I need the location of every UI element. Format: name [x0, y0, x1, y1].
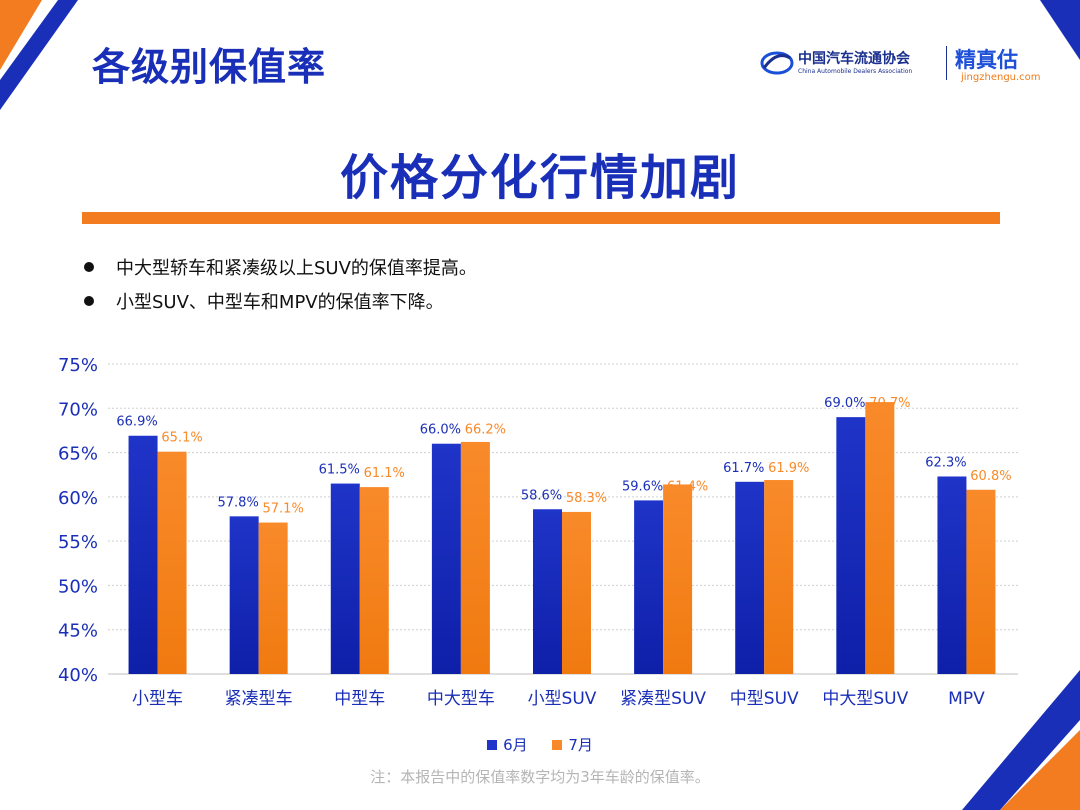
- x-tick-label: 中型车: [334, 689, 385, 709]
- x-tick-label: 中大型SUV: [822, 689, 908, 709]
- bar-june: [735, 481, 765, 674]
- corner-stripe-top-right: [1040, 0, 1080, 60]
- logo-divider: [946, 46, 947, 80]
- cada-name-cn: 中国汽车流通协会: [798, 51, 910, 67]
- corner-stripe-top-left: [0, 0, 78, 110]
- data-label-june: 62.3%: [925, 455, 966, 470]
- bar-july: [359, 487, 389, 674]
- bullet-list: 中大型轿车和紧凑级以上SUV的保值率提高。 小型SUV、中型车和MPV的保值率下…: [84, 252, 477, 320]
- x-tick-label: 紧凑型车: [225, 689, 293, 709]
- headline-underline: [82, 212, 1000, 224]
- jzg-domain: jingzhengu.com: [961, 72, 1041, 83]
- y-tick-label: 40%: [58, 665, 98, 686]
- data-label-july: 61.1%: [364, 466, 405, 481]
- data-label-july: 70.7%: [869, 396, 910, 411]
- x-tick-label: 小型SUV: [528, 689, 597, 709]
- y-tick-label: 60%: [58, 488, 98, 509]
- bullet-item: 中大型轿车和紧凑级以上SUV的保值率提高。: [84, 252, 477, 286]
- cada-emblem-icon: [760, 51, 794, 75]
- x-tick-label: 中型SUV: [730, 689, 799, 709]
- data-label-june: 61.5%: [319, 463, 360, 478]
- bar-june: [634, 500, 664, 674]
- legend-label-june: 6月: [503, 736, 528, 754]
- bar-july: [865, 402, 895, 674]
- legend-label-july: 7月: [568, 736, 593, 754]
- data-label-june: 66.0%: [420, 423, 461, 438]
- page-title: 各级别保值率: [92, 45, 327, 89]
- data-label-july: 60.8%: [970, 469, 1011, 484]
- legend-swatch-june: [487, 739, 498, 750]
- data-label-july: 61.9%: [768, 461, 809, 476]
- bar-june: [229, 516, 259, 674]
- bar-july: [157, 451, 187, 674]
- y-tick-label: 70%: [58, 399, 98, 420]
- bar-june: [533, 509, 562, 674]
- jzg-name-cn: 精真估: [955, 48, 1018, 72]
- x-tick-label: 中大型车: [427, 689, 495, 709]
- bar-june: [128, 435, 158, 674]
- bullet-dot-icon: [84, 262, 94, 272]
- y-tick-label: 50%: [58, 576, 98, 597]
- legend-swatch-july: [552, 739, 563, 750]
- bar-july: [258, 522, 288, 674]
- bar-july: [663, 484, 693, 674]
- y-tick-label: 65%: [58, 444, 98, 465]
- bar-july: [562, 511, 591, 674]
- bar-july: [764, 480, 794, 674]
- bar-june: [431, 443, 461, 674]
- data-label-july: 66.2%: [465, 423, 506, 438]
- bullet-item: 小型SUV、中型车和MPV的保值率下降。: [84, 286, 477, 320]
- data-label-june: 57.8%: [218, 495, 259, 510]
- headline: 价格分化行情加剧: [339, 150, 740, 206]
- data-label-july: 57.1%: [263, 502, 304, 517]
- bar-june: [330, 483, 360, 674]
- legend-item-july: 7月: [552, 734, 593, 755]
- bar-july: [966, 489, 996, 674]
- x-tick-label: 小型车: [132, 689, 183, 709]
- y-tick-label: 75%: [58, 355, 98, 376]
- data-label-june: 58.6%: [521, 488, 562, 503]
- data-label-june: 59.6%: [622, 479, 663, 494]
- jzg-logo: 精真估 jingzhengu.com: [955, 44, 1041, 83]
- bullet-text: 小型SUV、中型车和MPV的保值率下降。: [116, 292, 444, 313]
- y-tick-label: 45%: [58, 621, 98, 642]
- cada-logo: 中国汽车流通协会 China Automobile Dealers Associ…: [760, 46, 925, 82]
- footnote: 注：本报告中的保值率数字均为3年车龄的保值率。: [370, 768, 710, 786]
- bullet-text: 中大型轿车和紧凑级以上SUV的保值率提高。: [116, 258, 477, 279]
- x-tick-label: MPV: [948, 689, 985, 709]
- bar-june: [836, 417, 866, 674]
- data-label-july: 65.1%: [161, 431, 202, 446]
- data-label-june: 69.0%: [824, 396, 865, 411]
- bar-july: [460, 441, 490, 674]
- x-tick-label: 紧凑型SUV: [620, 689, 706, 709]
- corner-stripe-bottom-right: [962, 670, 1080, 810]
- data-label-july: 61.4%: [667, 479, 708, 494]
- bar-june: [937, 476, 967, 674]
- data-label-july: 58.3%: [566, 491, 607, 506]
- y-tick-label: 55%: [58, 532, 98, 553]
- data-label-june: 61.7%: [723, 461, 764, 476]
- cada-name-en: China Automobile Dealers Association: [798, 68, 913, 75]
- bullet-dot-icon: [84, 296, 94, 306]
- chart-legend: 6月 7月: [0, 734, 1080, 755]
- legend-item-june: 6月: [487, 734, 528, 755]
- data-label-june: 66.9%: [116, 415, 157, 430]
